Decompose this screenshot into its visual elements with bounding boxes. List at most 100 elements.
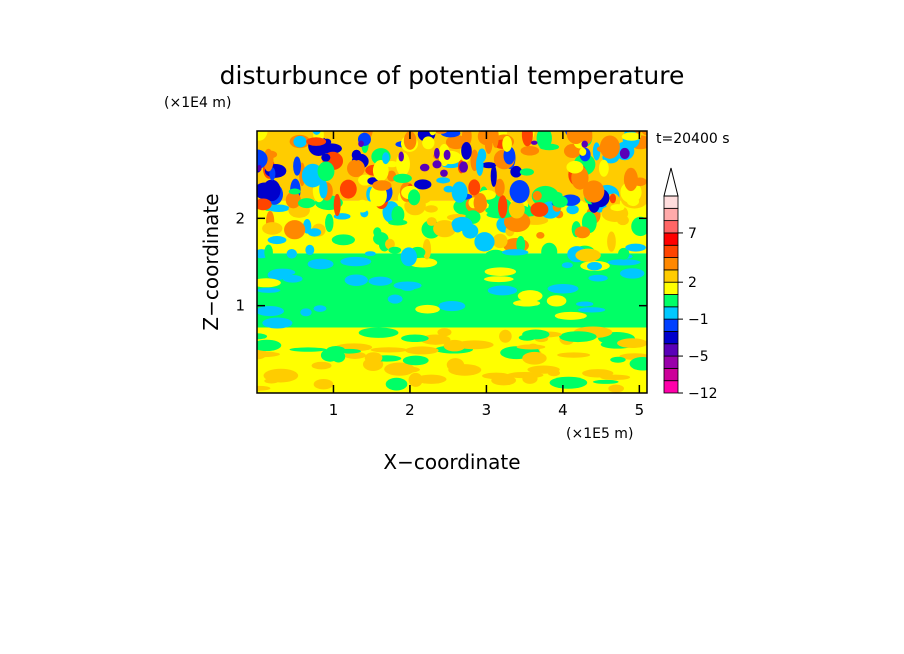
field-blob xyxy=(432,160,442,169)
field-blob xyxy=(419,163,430,172)
field-blob xyxy=(618,247,630,260)
field-blob xyxy=(298,198,316,209)
field-blob xyxy=(422,136,435,150)
field-blob xyxy=(285,191,301,209)
field-blob xyxy=(433,220,457,238)
field-blob xyxy=(293,135,307,148)
colorbar-swatch xyxy=(663,367,679,382)
field-blob xyxy=(599,135,620,159)
field-blob xyxy=(609,193,617,204)
field-blob xyxy=(508,200,525,219)
field-blob xyxy=(554,311,587,320)
colorbar-swatch xyxy=(663,257,679,271)
colorbar-swatch xyxy=(663,318,679,332)
y-tick-label: 1 xyxy=(235,297,245,315)
field-blob xyxy=(561,262,573,269)
field-blob xyxy=(502,135,512,152)
field-blob xyxy=(530,202,549,217)
field-blob xyxy=(325,213,334,233)
x-tick-label: 4 xyxy=(558,401,568,419)
field-blob xyxy=(321,153,331,162)
field-blob xyxy=(516,235,526,254)
field-blob xyxy=(532,190,542,201)
colorbar-label: −5 xyxy=(688,349,709,365)
field-blob xyxy=(445,134,467,150)
colorbar-swatch xyxy=(663,195,679,209)
field-blob xyxy=(437,328,452,337)
field-blob xyxy=(300,308,312,317)
field-blob xyxy=(539,143,560,151)
colorbar-swatch xyxy=(663,281,679,295)
field-blob xyxy=(313,305,327,312)
field-blob xyxy=(426,217,437,226)
field-blob xyxy=(588,274,608,282)
field-blob xyxy=(267,204,290,212)
x-tick-label: 1 xyxy=(329,401,339,419)
field-blob xyxy=(305,244,315,256)
field-blob xyxy=(621,132,641,141)
field-blob xyxy=(579,147,587,156)
field-blob xyxy=(490,164,497,187)
colorbar-swatch xyxy=(663,380,679,394)
field-blob xyxy=(373,227,382,237)
colorbar-swatch xyxy=(663,269,679,283)
field-blob xyxy=(385,377,408,391)
field-blob xyxy=(339,179,357,199)
field-blob xyxy=(257,131,268,141)
field-blob xyxy=(307,258,334,270)
field-blob xyxy=(440,169,448,177)
colorbar-swatch xyxy=(663,207,679,222)
field-blob xyxy=(443,185,454,193)
field-blob xyxy=(282,274,303,283)
chart-title: disturbunce of potential temperature xyxy=(220,61,685,90)
x-axis: 1 2 3 4 5 xyxy=(329,131,644,419)
field-blob xyxy=(385,238,395,250)
field-blob xyxy=(388,246,402,254)
contour-field xyxy=(257,131,647,393)
plot-frame xyxy=(256,130,648,394)
field-blob xyxy=(320,348,340,362)
field-blob xyxy=(358,140,364,147)
field-blob xyxy=(400,247,417,267)
field-blob xyxy=(414,179,432,190)
y-unit-label: (×1E4 m) xyxy=(164,95,231,111)
field-blob xyxy=(522,329,550,340)
field-blob xyxy=(372,159,389,182)
field-blob xyxy=(474,232,495,252)
field-blob xyxy=(346,159,365,178)
colorbar-swatch xyxy=(663,355,679,369)
field-blob xyxy=(313,378,334,390)
field-blob xyxy=(501,249,529,256)
field-blob xyxy=(404,346,439,355)
colorbar-swatch xyxy=(663,294,679,308)
field-blob xyxy=(262,222,283,235)
field-blob xyxy=(578,307,606,313)
colorbar-extend-arrow xyxy=(663,167,679,197)
field-blob xyxy=(422,238,432,260)
field-blob xyxy=(317,161,335,182)
y-tick-label: 2 xyxy=(235,209,245,227)
field-blob xyxy=(492,233,508,249)
field-blob xyxy=(436,177,451,184)
field-blob xyxy=(587,262,603,271)
field-blob xyxy=(592,379,619,384)
field-blob xyxy=(403,131,417,150)
field-blob xyxy=(368,276,393,286)
field-blob xyxy=(575,248,601,262)
field-blob xyxy=(319,179,328,199)
field-blob xyxy=(608,384,625,393)
field-blob xyxy=(424,205,438,213)
field-blob xyxy=(629,356,647,371)
field-blob xyxy=(530,140,538,145)
field-blob xyxy=(509,179,530,204)
field-blob xyxy=(484,276,514,283)
x-tick-label: 5 xyxy=(635,401,645,419)
field-blob xyxy=(284,220,306,240)
field-blob xyxy=(461,142,472,160)
field-blob xyxy=(510,165,522,178)
colorbar-swatch xyxy=(663,331,679,345)
field-blob xyxy=(582,369,614,378)
colorbar-label: 2 xyxy=(688,275,697,291)
field-blob xyxy=(364,251,376,257)
field-blob xyxy=(434,131,448,134)
